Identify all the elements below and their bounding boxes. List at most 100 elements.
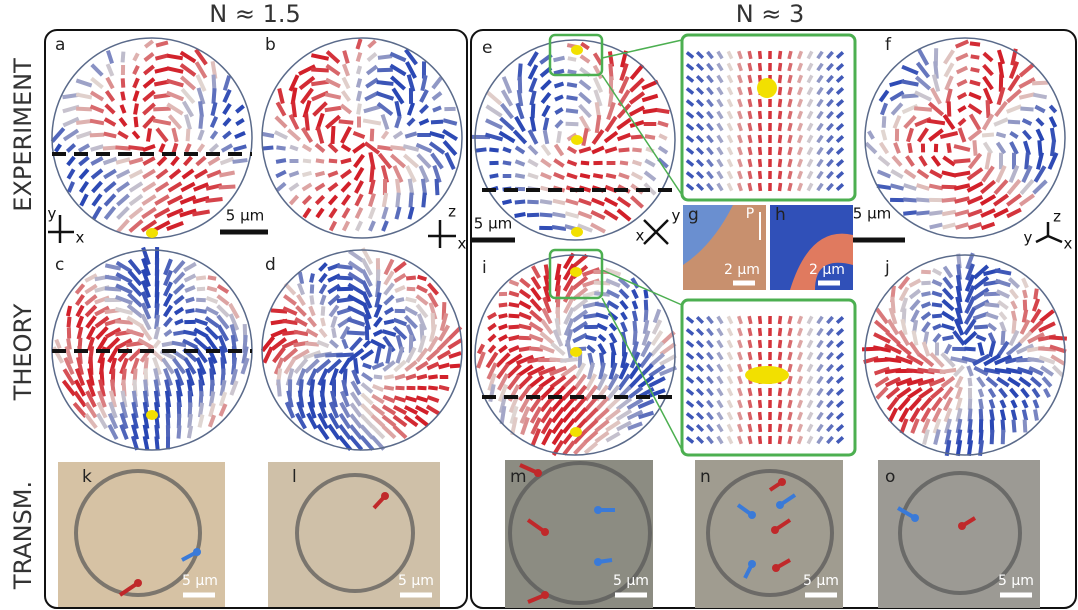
rod [911, 300, 919, 309]
rod [93, 182, 102, 192]
rod [383, 207, 387, 219]
rod [197, 157, 206, 165]
rod [311, 82, 328, 85]
rod [957, 68, 967, 73]
rod [417, 376, 427, 378]
rod [427, 350, 438, 360]
rod [510, 281, 519, 284]
rod [367, 326, 368, 340]
rod [503, 162, 511, 163]
rod [520, 291, 530, 298]
rod [329, 196, 336, 204]
rod [618, 198, 630, 206]
rod [342, 183, 350, 192]
rod [144, 91, 155, 100]
rod [869, 131, 873, 139]
rod [503, 149, 511, 152]
rod [195, 310, 206, 312]
rod [749, 400, 751, 408]
rod [917, 185, 930, 189]
rod [619, 174, 629, 177]
rod [530, 78, 535, 92]
rod [971, 69, 980, 71]
rod [749, 111, 751, 119]
rod [1003, 430, 1004, 444]
rod [218, 286, 228, 292]
rod [553, 58, 564, 61]
rod [739, 328, 742, 336]
rod [303, 196, 310, 203]
rod [341, 160, 351, 163]
rod [515, 161, 524, 164]
rod [902, 81, 919, 84]
rod [357, 221, 361, 230]
rod [921, 272, 931, 273]
rod [143, 183, 155, 191]
rod [91, 146, 104, 150]
rod [631, 65, 643, 79]
rod [610, 324, 615, 330]
rod [999, 50, 1003, 64]
rod [749, 316, 751, 324]
rod [739, 111, 742, 119]
rod [779, 340, 780, 348]
panel-label: b [265, 35, 276, 55]
rod [358, 104, 360, 115]
rod [895, 143, 899, 153]
rod [312, 285, 313, 294]
rod [145, 41, 153, 47]
rod [541, 174, 551, 178]
rod [423, 193, 424, 208]
rod [341, 105, 351, 113]
rod [106, 105, 114, 113]
rod [890, 185, 903, 188]
rod [932, 316, 942, 317]
rod [351, 338, 362, 350]
rod [144, 66, 153, 74]
rod [779, 316, 780, 324]
rod [998, 143, 1005, 153]
rod [316, 184, 325, 189]
rod [760, 340, 761, 348]
rod [1023, 278, 1027, 287]
rod [394, 132, 402, 137]
rod [779, 51, 780, 59]
rod [438, 352, 450, 359]
rod [450, 366, 460, 367]
rod [293, 101, 295, 117]
rod [779, 123, 780, 131]
rod [128, 147, 143, 149]
rod [883, 130, 886, 140]
rod [396, 116, 400, 127]
axis-label: x [458, 235, 467, 253]
scale-bar-label: 5 µm [226, 207, 264, 225]
rod [221, 159, 234, 164]
rod [323, 306, 324, 315]
rod [1025, 420, 1026, 433]
rod [210, 145, 217, 152]
rod [620, 290, 628, 298]
rod [1020, 108, 1033, 109]
scale-bar-label: 2 µm [809, 262, 845, 278]
rod [919, 129, 928, 142]
rod [1000, 313, 1006, 320]
rod [581, 56, 590, 62]
rod [760, 183, 761, 191]
rod [910, 290, 920, 297]
rod [956, 41, 969, 46]
rod [1023, 120, 1032, 124]
rod [998, 302, 1007, 309]
rod [433, 107, 441, 110]
rod [969, 130, 981, 139]
rod [891, 92, 904, 100]
rod [329, 184, 338, 191]
rod [597, 115, 600, 133]
rod [509, 347, 519, 351]
rod [515, 214, 526, 216]
rod [299, 283, 303, 294]
rod [405, 397, 416, 400]
rod [418, 155, 430, 168]
rod [619, 149, 630, 150]
rod [372, 129, 373, 142]
rod [593, 175, 603, 177]
